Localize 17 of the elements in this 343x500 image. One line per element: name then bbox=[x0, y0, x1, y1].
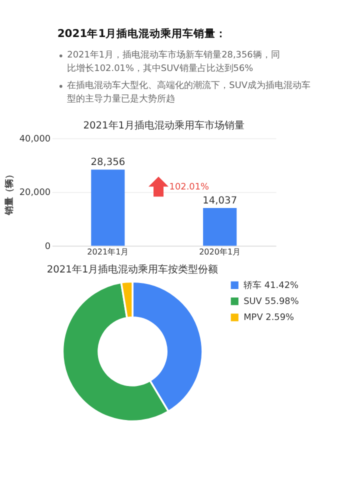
legend-label: MPV 2.59% bbox=[244, 313, 294, 324]
x-tick-label: 2020年1月 bbox=[199, 247, 241, 256]
text: 2021年1月插电混动乘用车销量： bbox=[57, 27, 227, 40]
data-label: 14,037 bbox=[202, 196, 238, 207]
data-label: 28,356 bbox=[90, 157, 126, 168]
y-axis-title: 销量（辆） bbox=[4, 170, 16, 216]
chart-title: 2021年1月插电混动乘用车按类型份额 bbox=[46, 264, 218, 276]
y-tick-label: 20,000 bbox=[19, 188, 51, 198]
legend-label: 轿车 41.42% bbox=[244, 280, 299, 291]
legend-label: SUV 55.98% bbox=[244, 296, 299, 307]
text: 2021年1月，插电混动车市场新车销量28,356辆，同比增长102.01%，其中SUV销量占比达到56% bbox=[67, 50, 280, 74]
annotation: 102.01% bbox=[169, 182, 210, 192]
text: 在插电混动车大型化、高端化的潮流下，SUV成为插电混动车型的主导力量已是大势所趋 bbox=[67, 80, 311, 105]
y-tick-label: 0 bbox=[44, 242, 51, 252]
chart-title: 2021年1月插电混动乘用车市场销量 bbox=[83, 119, 245, 132]
y-tick-label: 40,000 bbox=[19, 134, 51, 144]
x-tick-label: 2021年1月 bbox=[87, 247, 129, 256]
